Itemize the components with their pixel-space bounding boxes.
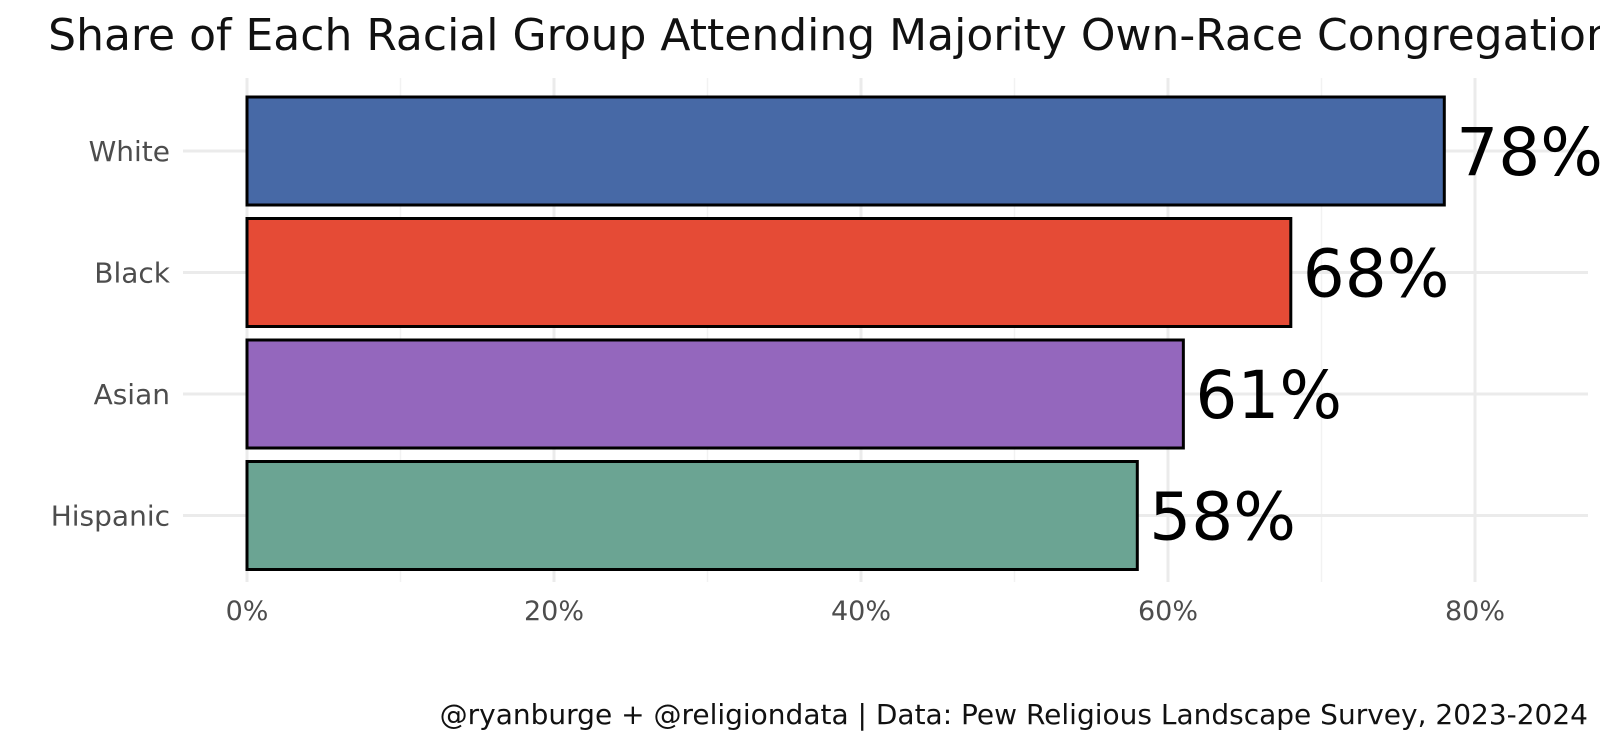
- x-tick-label: 60%: [1138, 596, 1198, 627]
- value-label: 78%: [1456, 114, 1600, 191]
- category-label: Asian: [94, 378, 170, 411]
- category-label: Hispanic: [51, 500, 170, 533]
- x-tick-label: 40%: [831, 596, 891, 627]
- x-tick-label: 20%: [524, 596, 584, 627]
- category-label: White: [89, 135, 170, 168]
- category-label: Black: [94, 257, 171, 290]
- chart-title: Share of Each Racial Group Attending Maj…: [48, 10, 1600, 61]
- label-layer: White 78% Black 68% Asian 61% Hispanic 58% 0% 20%…: [51, 114, 1600, 627]
- bar-layer: [245, 95, 1446, 571]
- value-label: 61%: [1195, 357, 1342, 434]
- x-tick-label: 0%: [226, 596, 269, 627]
- value-label: 58%: [1149, 479, 1296, 556]
- x-tick-label: 80%: [1445, 596, 1505, 627]
- bar: [245, 460, 1139, 571]
- chart-caption: @ryanburge + @religiondata | Data: Pew R…: [440, 698, 1588, 731]
- value-label: 68%: [1303, 236, 1450, 313]
- bar: [245, 338, 1185, 450]
- bar: [245, 95, 1446, 207]
- bar: [245, 217, 1293, 328]
